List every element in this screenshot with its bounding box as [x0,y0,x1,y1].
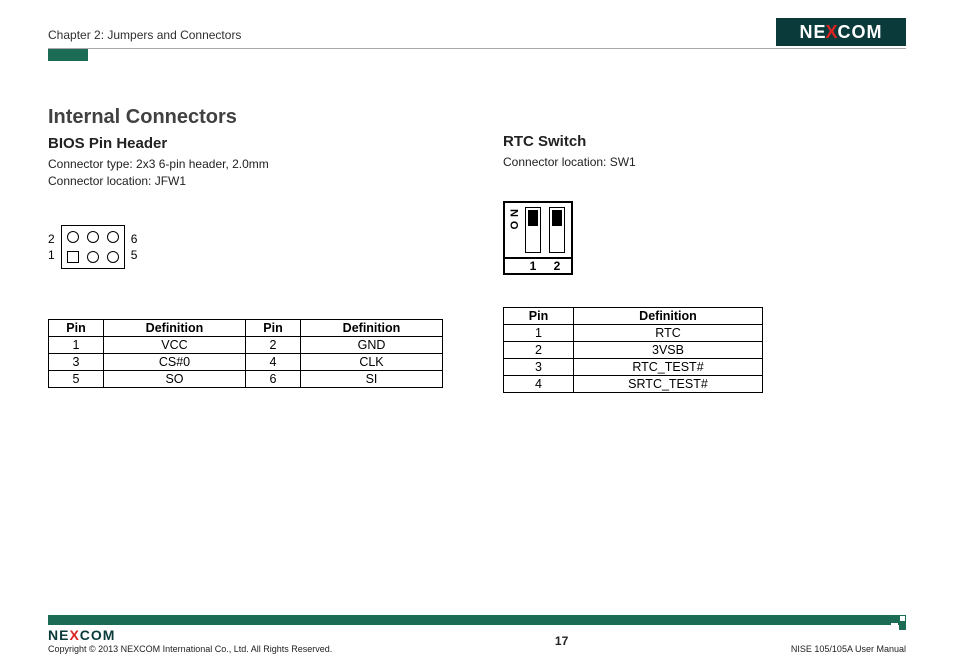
table-cell: VCC [104,336,246,353]
doc-title: NISE 105/105A User Manual [791,644,906,654]
switch-slot-1 [525,207,541,253]
table-row: 1VCC2GND [49,336,443,353]
table-row: 1RTC [504,324,763,341]
table-row: 5SO6SI [49,370,443,387]
table-cell: RTC [574,324,763,341]
logo-pre: NE [799,22,826,43]
table-header: Pin [49,319,104,336]
rtc-switch-section: RTC Switch Connector location: SW1 ON 1 … [503,106,898,393]
rtc-pin-table: PinDefinition 1RTC23VSB3RTC_TEST#4SRTC_T… [503,307,763,393]
switch-num-2: 2 [549,259,565,273]
table-cell: 3 [504,358,574,375]
switch-slider [528,210,538,226]
table-cell: GND [301,336,443,353]
table-header: Definition [104,319,246,336]
footer-logo-x: X [69,627,79,643]
bios-type-line: Connector type: 2x3 6-pin header, 2.0mm [48,156,443,173]
table-cell: 3 [49,353,104,370]
table-row: 3CS#04CLK [49,353,443,370]
switch-diagram: ON 1 2 [503,201,898,275]
bios-location-line: Connector location: JFW1 [48,173,443,190]
table-cell: 1 [504,324,574,341]
switch-slot-2 [549,207,565,253]
table-row: 23VSB [504,341,763,358]
pin-hole [87,231,99,243]
table-row: 3RTC_TEST# [504,358,763,375]
switch-numbers: 1 2 [505,257,571,273]
pin-header-labels-right: 6 5 [131,232,138,262]
bios-pin-table: PinDefinitionPinDefinition 1VCC2GND3CS#0… [48,319,443,388]
bios-subtitle: BIOS Pin Header [48,135,443,152]
chapter-title: Chapter 2: Jumpers and Connectors [48,28,241,46]
table-cell: CLK [301,353,443,370]
pin-hole [67,231,79,243]
pin-header-diagram: 2 1 6 5 [48,225,443,269]
pin-hole [87,251,99,263]
table-header: Pin [246,319,301,336]
logo-post: COM [838,22,883,43]
pin-label-1: 1 [48,248,55,262]
rtc-subtitle: RTC Switch [503,133,898,150]
table-header: Definition [301,319,443,336]
bios-pin-header-section: Internal Connectors BIOS Pin Header Conn… [48,106,443,388]
footer-bar [48,615,906,625]
table-cell: SO [104,370,246,387]
pin-label-6: 6 [131,232,138,246]
switch-on-label: ON [509,205,521,230]
copyright-text: Copyright © 2013 NEXCOM International Co… [48,644,332,654]
table-header: Pin [504,307,574,324]
switch-num-1: 1 [525,259,541,273]
brand-logo: NEXCOM [776,18,906,46]
table-header: Definition [574,307,763,324]
switch-slider [552,210,562,226]
footer-logo-post: COM [80,627,116,643]
table-cell: SRTC_TEST# [574,375,763,392]
table-cell: 6 [246,370,301,387]
table-cell: 3VSB [574,341,763,358]
footer-ornament [891,615,906,630]
pin-header-labels-left: 2 1 [48,232,55,262]
table-cell: 2 [504,341,574,358]
header-rule [48,48,906,49]
table-cell: 4 [504,375,574,392]
pin-square [67,251,79,263]
section-title: Internal Connectors [48,106,443,129]
pin-hole [107,231,119,243]
pin-label-2: 2 [48,232,55,246]
table-cell: 4 [246,353,301,370]
table-cell: 5 [49,370,104,387]
pin-hole [107,251,119,263]
table-row: 4SRTC_TEST# [504,375,763,392]
table-cell: CS#0 [104,353,246,370]
table-cell: 2 [246,336,301,353]
pin-header-box [61,225,125,269]
footer-logo-pre: NE [48,627,69,643]
table-cell: RTC_TEST# [574,358,763,375]
footer-logo: NEXCOM [48,627,332,643]
table-cell: 1 [49,336,104,353]
rtc-location-line: Connector location: SW1 [503,154,898,171]
pin-label-5: 5 [131,248,138,262]
page-footer: NEXCOM Copyright © 2013 NEXCOM Internati… [48,615,906,654]
page-number: 17 [555,634,568,648]
table-cell: SI [301,370,443,387]
accent-block [48,49,88,61]
